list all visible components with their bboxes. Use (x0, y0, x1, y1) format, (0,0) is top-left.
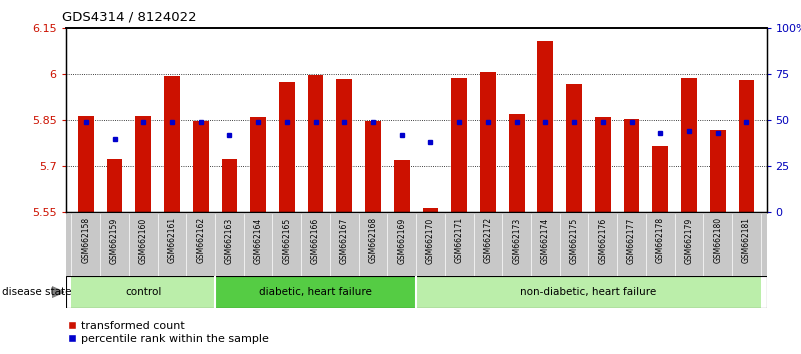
Text: GSM662177: GSM662177 (627, 217, 636, 263)
Bar (71, 276, 215, 308)
Bar (652, 147, 668, 212)
Bar (624, 119, 639, 212)
Text: GSM662162: GSM662162 (196, 217, 205, 263)
Text: diabetic, heart failure: diabetic, heart failure (260, 287, 372, 297)
Text: GSM662181: GSM662181 (742, 217, 751, 263)
Text: GSM662179: GSM662179 (685, 217, 694, 263)
Text: GSM662174: GSM662174 (541, 217, 549, 263)
Text: GSM662164: GSM662164 (254, 217, 263, 263)
Bar (537, 41, 553, 212)
Bar (78, 116, 94, 212)
Bar (250, 117, 266, 212)
Bar (710, 130, 726, 212)
Text: GSM662160: GSM662160 (139, 217, 147, 263)
Bar (480, 72, 496, 212)
Bar (451, 78, 467, 212)
Text: disease state: disease state (2, 287, 71, 297)
Bar (681, 78, 697, 212)
Bar (417, 276, 761, 308)
Text: GSM662170: GSM662170 (426, 217, 435, 263)
Text: GSM662173: GSM662173 (512, 217, 521, 263)
Legend: transformed count, percentile rank within the sample: transformed count, percentile rank withi… (63, 316, 273, 348)
Bar (222, 159, 237, 212)
Bar (423, 208, 438, 212)
Text: GSM662176: GSM662176 (598, 217, 607, 263)
Bar (215, 276, 417, 308)
Bar (308, 75, 324, 212)
Text: GSM662166: GSM662166 (311, 217, 320, 263)
Bar (279, 82, 295, 212)
Text: GSM662171: GSM662171 (455, 217, 464, 263)
Text: GSM662165: GSM662165 (283, 217, 292, 263)
Bar (566, 84, 582, 212)
Text: GSM662163: GSM662163 (225, 217, 234, 263)
Bar (739, 80, 755, 212)
Text: GSM662178: GSM662178 (656, 217, 665, 263)
Bar (135, 116, 151, 212)
Text: GSM662169: GSM662169 (397, 217, 406, 263)
Text: control: control (125, 287, 162, 297)
Text: GSM662175: GSM662175 (570, 217, 578, 263)
Bar (336, 79, 352, 212)
Text: non-diabetic, heart failure: non-diabetic, heart failure (521, 287, 657, 297)
Bar (595, 117, 610, 212)
Bar (394, 160, 409, 212)
Text: GSM662159: GSM662159 (110, 217, 119, 263)
Text: GSM662180: GSM662180 (713, 217, 723, 263)
Text: GSM662167: GSM662167 (340, 217, 348, 263)
Bar (193, 121, 208, 212)
Polygon shape (52, 287, 64, 297)
Text: GSM662172: GSM662172 (484, 217, 493, 263)
Text: GDS4314 / 8124022: GDS4314 / 8124022 (62, 11, 196, 24)
Text: GSM662161: GSM662161 (167, 217, 176, 263)
Bar (509, 114, 525, 212)
Bar (107, 159, 123, 212)
Text: GSM662158: GSM662158 (81, 217, 91, 263)
Text: GSM662168: GSM662168 (368, 217, 377, 263)
Bar (365, 121, 381, 212)
Bar (164, 76, 180, 212)
